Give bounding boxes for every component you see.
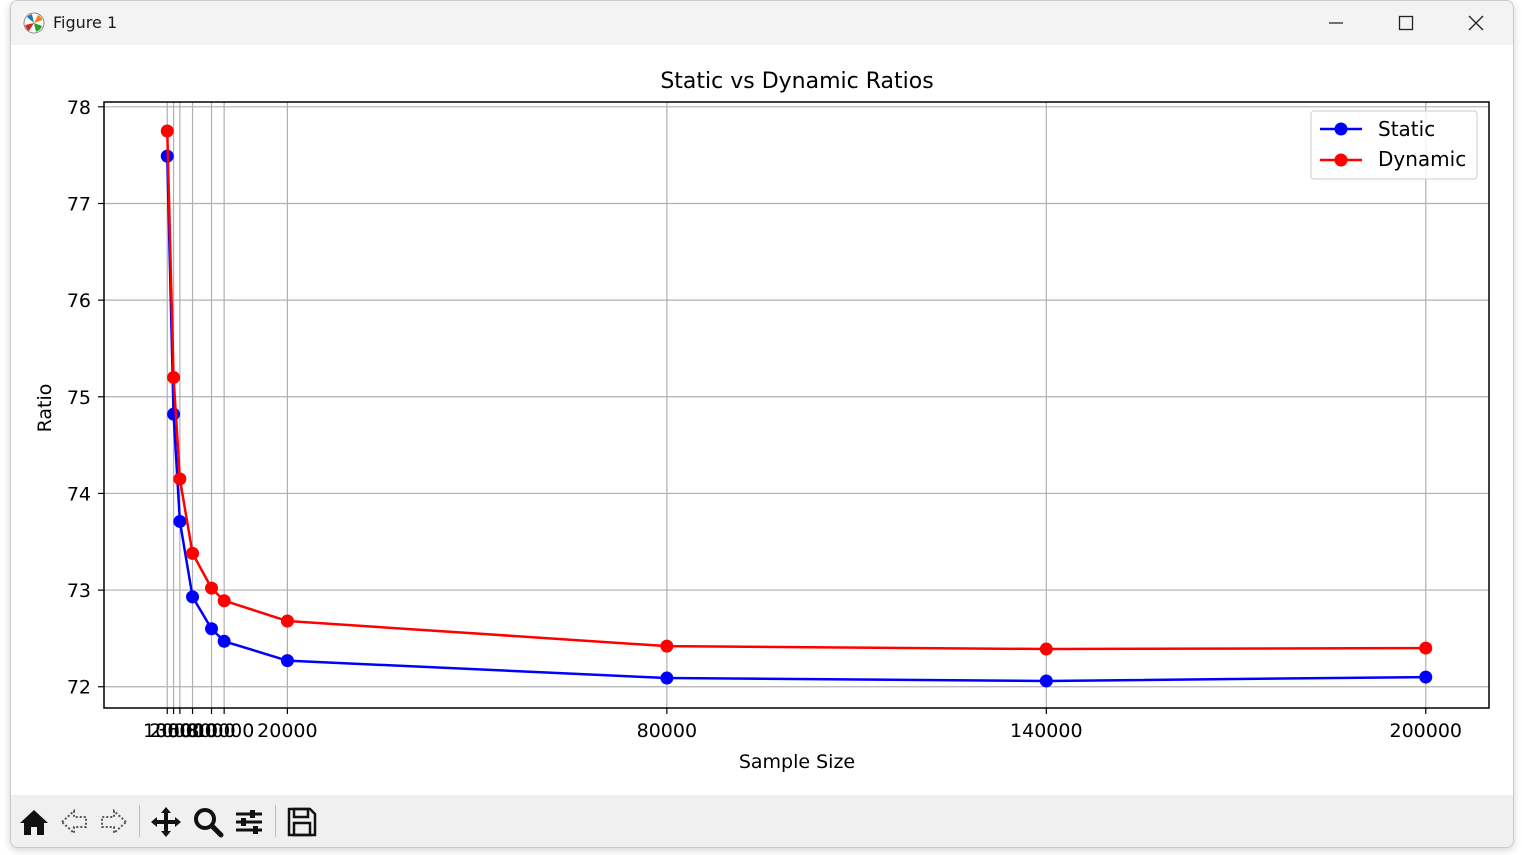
series-line-dynamic — [165, 130, 1426, 651]
maximize-button[interactable] — [1371, 1, 1441, 45]
data-point-dynamic — [205, 581, 219, 595]
pan-icon — [151, 807, 181, 837]
toolbar-separator — [139, 805, 140, 837]
home-icon — [20, 810, 48, 835]
save-button[interactable] — [283, 803, 321, 841]
x-tick-label: 5000 — [168, 720, 216, 742]
x-tick-label: 8000 — [187, 720, 235, 742]
data-point-dynamic — [160, 124, 174, 138]
matplotlib-icon — [23, 12, 45, 34]
configure-subplots-button[interactable] — [230, 803, 268, 841]
chart-title: Static vs Dynamic Ratios — [660, 69, 933, 94]
x-tick-label: 20000 — [257, 720, 317, 742]
toolbar-separator — [275, 805, 276, 837]
zoom-icon — [194, 808, 224, 838]
y-tick-label: 74 — [67, 483, 91, 505]
data-point-static — [186, 590, 200, 604]
data-point-static — [1039, 674, 1053, 688]
forward-button[interactable] — [95, 803, 133, 841]
x-tick-label: 80000 — [637, 720, 697, 742]
data-point-dynamic — [173, 472, 187, 486]
x-tick-label: 10000 — [194, 720, 254, 742]
x-tick-label: 3000 — [156, 720, 204, 742]
series-lines — [160, 124, 1433, 688]
figure-window: Figure 1 1000 2000 3000 5000 8000 10000 20000 8… — [10, 0, 1514, 848]
data-point-static — [660, 671, 674, 685]
back-button[interactable] — [55, 803, 93, 841]
y-tick-label: 77 — [67, 193, 91, 215]
x-tick-label: 1000 — [143, 720, 191, 742]
minimize-button[interactable] — [1301, 1, 1371, 45]
pan-button[interactable] — [147, 803, 185, 841]
home-button[interactable] — [15, 803, 53, 841]
grid — [104, 102, 1489, 708]
x-tick-label: 200000 — [1389, 720, 1462, 742]
data-point-static — [205, 622, 219, 636]
close-button[interactable] — [1441, 1, 1511, 45]
y-tick-label: 75 — [67, 387, 91, 409]
x-tick-label: 2000 — [149, 720, 197, 742]
y-tick-label: 72 — [67, 677, 91, 699]
data-point-dynamic — [1419, 641, 1433, 655]
y-tick-label: 73 — [67, 580, 91, 602]
figure-canvas[interactable]: 1000 2000 3000 5000 8000 10000 20000 80000 14000… — [11, 45, 1513, 795]
minimize-icon — [1329, 22, 1343, 24]
data-point-static — [217, 634, 231, 648]
maximize-icon — [1398, 15, 1414, 31]
y-tick-label: 76 — [67, 290, 91, 312]
window-title: Figure 1 — [53, 13, 118, 32]
x-tick-label: 140000 — [1010, 720, 1083, 742]
forward-icon — [101, 808, 128, 836]
x-axis-label: Sample Size — [739, 751, 855, 773]
data-point-dynamic — [186, 546, 200, 560]
plot-frame — [103, 101, 1490, 709]
data-point-dynamic — [660, 639, 674, 653]
legend-static-label: Static — [1378, 117, 1435, 141]
navigation-toolbar — [11, 795, 1513, 847]
y-tick-label: 78 — [67, 97, 91, 119]
save-icon — [287, 807, 317, 837]
data-point-dynamic — [167, 370, 181, 384]
series-line-static — [165, 156, 1426, 683]
zoom-button[interactable] — [189, 803, 227, 841]
data-point-dynamic — [1039, 642, 1053, 656]
legend-dynamic-marker — [1334, 153, 1348, 167]
data-point-static — [167, 407, 181, 421]
back-icon — [60, 808, 87, 836]
data-point-static — [1419, 670, 1433, 684]
data-point-dynamic — [217, 594, 231, 608]
title-bar[interactable]: Figure 1 — [11, 1, 1513, 45]
data-point-dynamic — [280, 614, 294, 628]
data-point-static — [173, 514, 187, 528]
configure-subplots-icon — [236, 810, 262, 834]
y-axis-label: Ratio — [34, 384, 56, 433]
legend: Static Dynamic — [1310, 110, 1478, 180]
data-point-static — [280, 654, 294, 668]
close-icon — [1468, 15, 1484, 31]
legend-dynamic-label: Dynamic — [1378, 147, 1466, 171]
axes — [98, 101, 1490, 714]
legend-static-marker — [1334, 122, 1348, 136]
